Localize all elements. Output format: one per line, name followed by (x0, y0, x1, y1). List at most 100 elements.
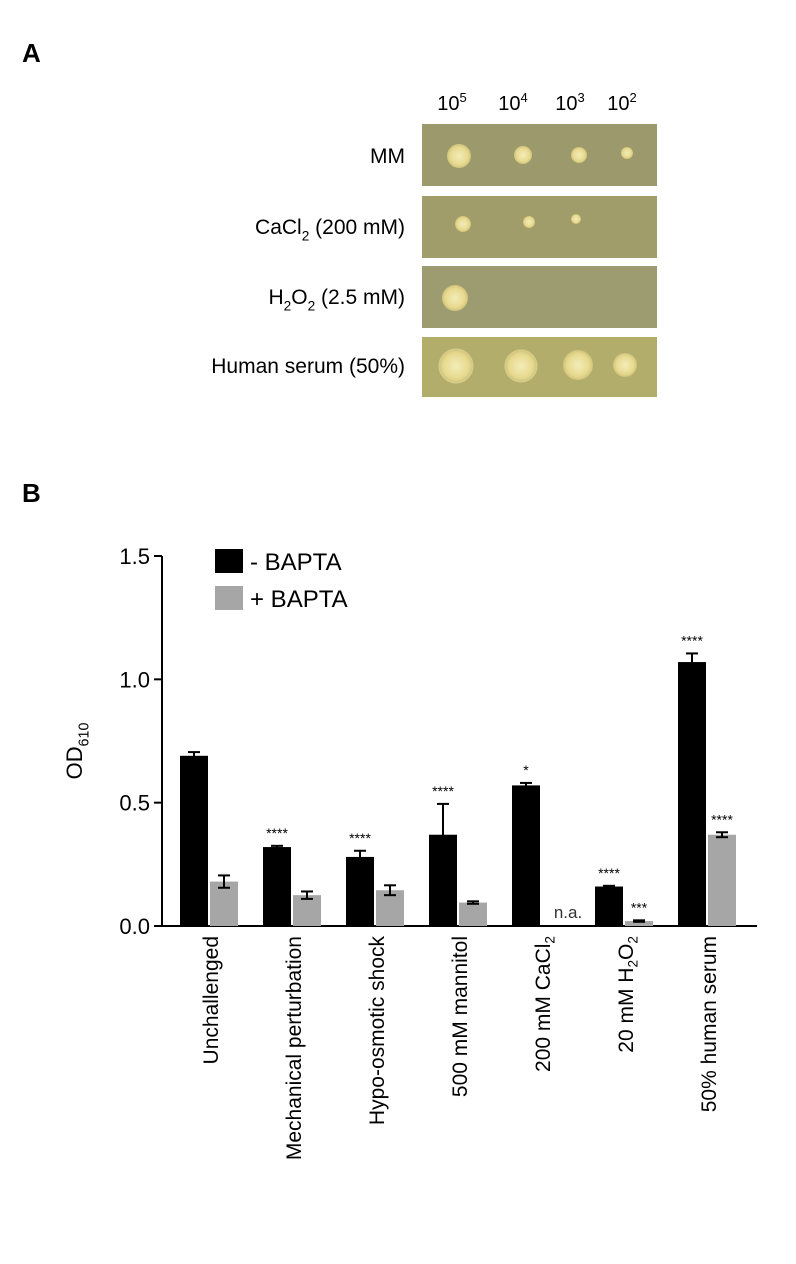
text-segment: 200 mM CaCl (532, 944, 555, 1072)
x-tick-label: 50% human serum (698, 936, 721, 1112)
text-segment: 2 (284, 298, 292, 313)
error-bar (686, 652, 698, 672)
column-label: 104 (498, 90, 527, 115)
colony (523, 216, 535, 228)
annotation: **** (681, 632, 703, 648)
bar (263, 847, 291, 926)
bar (512, 785, 540, 926)
text-segment: 2 (302, 228, 310, 243)
bar (293, 895, 321, 926)
colony (455, 216, 471, 232)
annotation: * (523, 762, 529, 778)
text-segment: 2 (542, 936, 557, 944)
error-bar (218, 874, 230, 889)
text-segment: 10 (498, 93, 520, 115)
legend-swatch (215, 549, 243, 573)
text-segment: 10 (555, 93, 577, 115)
column-label: 103 (555, 90, 584, 115)
bar (210, 881, 238, 926)
text-segment: 3 (578, 90, 585, 105)
error-bar (633, 919, 645, 923)
colony (621, 147, 633, 159)
text-segment: H (268, 286, 283, 309)
x-tick-label: Hypo-osmotic shock (366, 936, 389, 1126)
error-bar (716, 831, 728, 839)
text-segment: CaCl (255, 216, 302, 239)
x-tick-label: Mechanical perturbation (283, 936, 306, 1160)
text-segment: Human serum (50%) (211, 355, 405, 378)
colony (613, 353, 637, 377)
text-segment: 2 (625, 936, 640, 944)
error-bar (384, 884, 396, 897)
legend-swatch (215, 586, 243, 610)
bar (180, 755, 208, 926)
x-tick-label: Unchallenged (200, 936, 223, 1064)
text-segment: OD (62, 746, 87, 779)
bar (376, 890, 404, 926)
plates (422, 124, 657, 397)
annotation: n.a. (554, 903, 582, 922)
text-segment: 500 mM mannitol (449, 936, 472, 1097)
x-tick-label: 500 mM mannitol (449, 936, 472, 1097)
bar (595, 886, 623, 926)
error-bar (603, 884, 615, 889)
text-segment: 50% human serum (698, 936, 721, 1112)
panel-label: A (22, 38, 41, 68)
panel-label: B (22, 478, 41, 508)
text-segment: 2 (625, 960, 640, 968)
colony (514, 146, 532, 164)
annotation: **** (598, 865, 620, 881)
colony (442, 285, 468, 311)
colony (571, 214, 581, 224)
colony (504, 349, 538, 383)
error-bar (188, 751, 200, 761)
annotation: *** (631, 899, 648, 915)
legend-label: - BAPTA (250, 549, 342, 576)
x-tick-label: 20 mM H2O2 (615, 936, 640, 1053)
text-segment: Unchallenged (200, 936, 223, 1064)
row-label: Human serum (50%) (211, 355, 405, 378)
text-segment: 2 (308, 298, 316, 313)
text-segment: 20 mM H (615, 968, 638, 1053)
annotation: **** (349, 830, 371, 846)
y-tick-label: 1.0 (119, 667, 150, 692)
colony (447, 144, 471, 168)
text-segment: 5 (460, 90, 467, 105)
text-segment: O (615, 944, 638, 960)
text-segment: 10 (607, 93, 629, 115)
text-segment: (2.5 mM) (315, 286, 405, 309)
bar (625, 921, 653, 926)
column-label: 102 (607, 90, 636, 115)
text-segment: 2 (630, 90, 637, 105)
text-segment: O (291, 286, 307, 309)
colony (571, 147, 587, 163)
colony (563, 350, 593, 380)
bar (678, 662, 706, 926)
y-axis-label: OD610 (62, 723, 93, 780)
text-segment: 10 (437, 93, 459, 115)
text-segment: 610 (77, 723, 93, 747)
text-segment: MM (370, 145, 405, 168)
error-bar (467, 900, 479, 905)
error-bar (437, 802, 449, 867)
error-bar (271, 844, 283, 850)
row-label: H2O2 (2.5 mM) (268, 286, 405, 313)
text-segment: 4 (521, 90, 528, 105)
column-label: 105 (437, 90, 466, 115)
annotation: **** (432, 783, 454, 799)
bar (459, 902, 487, 926)
legend-label: + BAPTA (250, 586, 348, 613)
annotation: **** (711, 811, 733, 827)
y-tick-label: 0.0 (119, 914, 150, 939)
text-segment: Mechanical perturbation (283, 936, 306, 1160)
y-tick-label: 1.5 (119, 544, 150, 569)
error-bar (520, 781, 532, 789)
text-segment: Hypo-osmotic shock (366, 936, 389, 1126)
row-label: CaCl2 (200 mM) (255, 216, 405, 243)
error-bar (301, 890, 313, 900)
colony (438, 348, 474, 384)
bar (346, 856, 374, 926)
text-segment: (200 mM) (309, 216, 405, 239)
bar (708, 834, 736, 926)
